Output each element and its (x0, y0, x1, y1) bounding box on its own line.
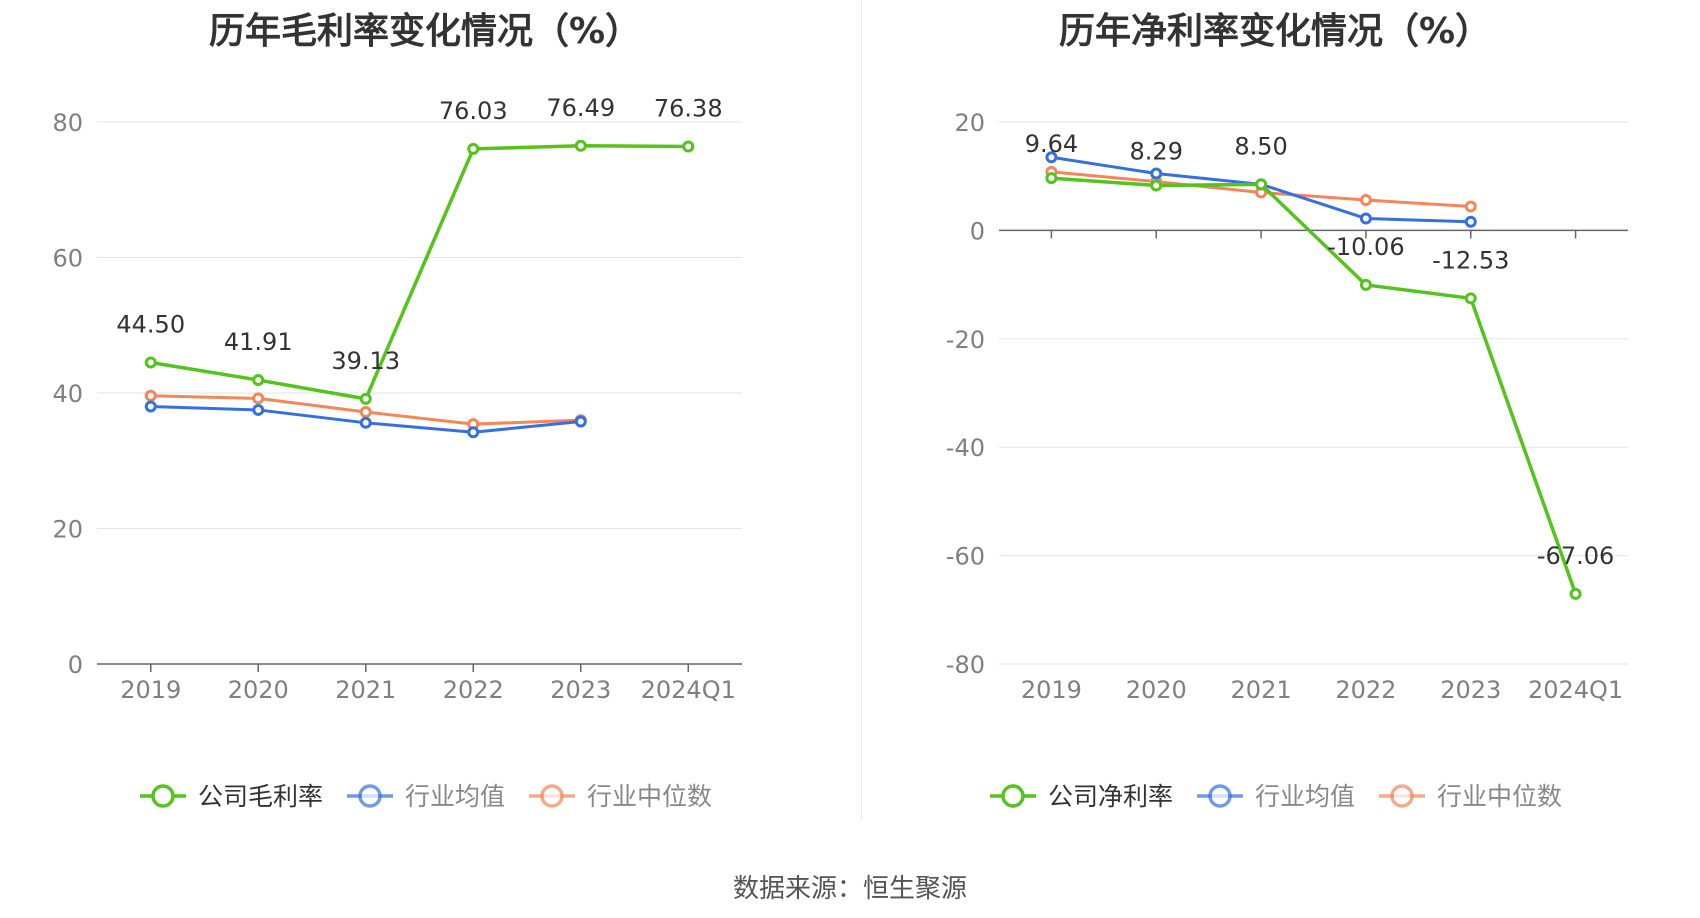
series-line-company (150, 144, 689, 401)
legend-label: 行业均值 (1255, 782, 1355, 811)
data-point-avg (574, 415, 587, 428)
data-label: 39.13 (331, 347, 400, 375)
data-point-company (1359, 278, 1372, 291)
data-source-note: 数据来源：恒生聚源 (732, 874, 967, 904)
data-point-company (1569, 587, 1582, 600)
legend-label: 行业中位数 (1437, 782, 1562, 811)
y-tick-label: 0 (970, 217, 985, 245)
y-tick-label: 80 (52, 109, 83, 137)
x-tick-label: 2023 (550, 676, 611, 704)
net-margin-panel: 历年净利率变化情况（%） -80 -60 -40 -20 0 20 2019 2020 2021… (850, 0, 1700, 918)
data-point-company (1255, 178, 1268, 191)
x-tick-label: 2021 (1231, 676, 1292, 704)
y-tick-label: 20 (954, 109, 985, 137)
data-point-company (1045, 172, 1058, 185)
data-point-company (467, 142, 480, 155)
net-margin-chart: -80 -60 -40 -20 0 20 2019 2020 2021 2022 2023 2024Q… (946, 109, 1628, 811)
chart-title: 历年毛利率变化情况（%） (208, 11, 642, 52)
data-point-avg (359, 416, 372, 429)
data-point-avg (1464, 215, 1477, 228)
legend-swatch-marker (1001, 784, 1025, 808)
data-point-median (359, 405, 372, 418)
legend-label: 公司毛利率 (198, 782, 323, 811)
x-tick-label: 2021 (335, 676, 396, 704)
data-point-median (1464, 200, 1477, 213)
data-point-avg (1359, 212, 1372, 225)
x-tick-label: 2022 (1335, 676, 1396, 704)
gross-margin-chart: 0 20 40 60 80 2019 2020 2021 2022 2023 2024Q1 44.50… (52, 94, 742, 811)
x-tick-label: 2022 (443, 676, 504, 704)
data-point-avg (1045, 151, 1058, 164)
data-point-company (682, 140, 695, 153)
y-tick-label: 60 (52, 245, 83, 273)
data-point-median (144, 389, 157, 402)
data-point-company (144, 356, 157, 369)
data-point-company (1464, 292, 1477, 305)
legend-swatch-marker (1390, 784, 1414, 808)
data-point-avg (1150, 167, 1163, 180)
legend-swatch-marker (1208, 784, 1232, 808)
data-label: 44.50 (116, 311, 185, 339)
data-point-company (1150, 179, 1163, 192)
legend-swatch-marker (358, 784, 382, 808)
x-tick-label: 2020 (228, 676, 289, 704)
y-tick-label: -20 (946, 326, 985, 354)
data-point-company (574, 139, 587, 152)
data-point-company (359, 392, 372, 405)
data-label: 41.91 (224, 328, 293, 356)
legend-label: 公司净利率 (1048, 782, 1173, 811)
data-point-avg (467, 426, 480, 439)
data-label: 9.64 (1025, 130, 1078, 158)
gross-margin-panel: 历年毛利率变化情况（%） 0 20 40 60 80 2019 2020 2021 2022 20… (52, 11, 742, 811)
data-point-avg (144, 400, 157, 413)
x-tick-label: 2024Q1 (1528, 676, 1623, 704)
x-tick-label: 2019 (1021, 676, 1082, 704)
y-tick-label: 20 (52, 516, 83, 544)
chart-title: 历年净利率变化情况（%） (1058, 11, 1492, 52)
y-tick-label: -40 (946, 434, 985, 462)
y-tick-label: -60 (946, 543, 985, 571)
y-tick-label: -80 (946, 651, 985, 679)
data-label: -12.53 (1432, 246, 1509, 274)
data-label: 8.29 (1130, 137, 1183, 165)
data-label: 76.38 (654, 95, 723, 123)
series-line-company (1051, 176, 1578, 595)
data-point-median (1359, 194, 1372, 207)
x-tick-label: 2024Q1 (641, 676, 736, 704)
legend-label: 行业均值 (405, 782, 505, 811)
x-tick-label: 2023 (1440, 676, 1501, 704)
legend-label: 行业中位数 (587, 782, 712, 811)
data-label: -67.06 (1537, 542, 1614, 570)
x-tick-label: 2020 (1126, 676, 1187, 704)
data-point-company (252, 374, 265, 387)
panel-divider (861, 0, 862, 820)
data-label: 76.03 (439, 97, 508, 125)
data-label: -10.06 (1327, 233, 1404, 261)
data-label: 76.49 (546, 94, 615, 122)
data-point-median (252, 392, 265, 405)
y-tick-label: 0 (68, 651, 83, 679)
legend-swatch-marker (540, 784, 564, 808)
x-tick-label: 2019 (120, 676, 181, 704)
data-label: 8.50 (1234, 132, 1287, 160)
data-point-avg (252, 403, 265, 416)
y-tick-label: 40 (52, 380, 83, 408)
legend-swatch-marker (151, 784, 175, 808)
